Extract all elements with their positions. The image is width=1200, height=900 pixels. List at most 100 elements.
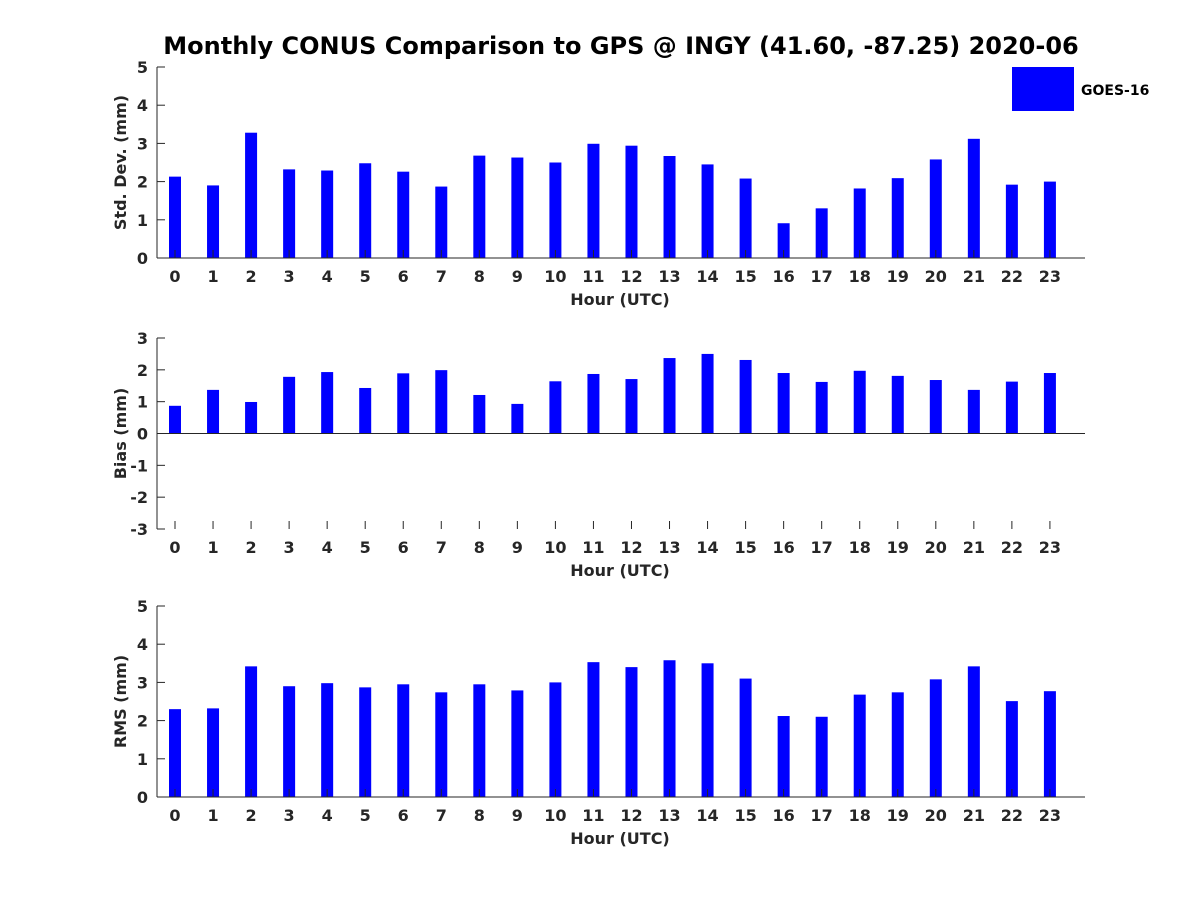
bar-hour-4 <box>321 170 334 258</box>
bar-hour-7 <box>435 370 448 434</box>
bar-hour-20 <box>929 159 942 258</box>
x-tick-label: 4 <box>322 806 333 825</box>
x-tick-label: 9 <box>512 806 523 825</box>
x-tick-label: 21 <box>963 538 985 557</box>
y-tick-label: 0 <box>137 249 148 268</box>
x-tick-label: 22 <box>1001 538 1023 557</box>
x-tick-label: 20 <box>925 806 947 825</box>
x-tick-label: 11 <box>582 267 604 286</box>
x-tick-label: 2 <box>246 806 257 825</box>
x-tick-label: 17 <box>811 267 833 286</box>
bar-hour-17 <box>815 208 828 258</box>
x-tick-label: 8 <box>474 267 485 286</box>
bar-hour-23 <box>1043 691 1056 797</box>
x-tick-label: 20 <box>925 267 947 286</box>
x-tick-label: 19 <box>887 267 909 286</box>
x-tick-label: 2 <box>246 267 257 286</box>
x-tick-label: 8 <box>474 806 485 825</box>
bar-hour-2 <box>245 132 258 258</box>
legend-label: GOES-16 <box>1081 83 1149 99</box>
bar-hour-8 <box>473 394 486 434</box>
bar-hour-15 <box>739 359 752 434</box>
bar-hour-15 <box>739 678 752 797</box>
chart-title: Monthly CONUS Comparison to GPS @ INGY (… <box>163 32 1078 60</box>
bar-hour-17 <box>815 716 828 797</box>
x-tick-label: 12 <box>620 267 642 286</box>
y-tick-label: 3 <box>137 673 148 692</box>
bar-hour-19 <box>891 375 904 434</box>
x-tick-label: 0 <box>169 806 180 825</box>
x-tick-label: 1 <box>207 538 218 557</box>
y-tick-label: 5 <box>137 58 148 77</box>
bar-hour-10 <box>549 682 562 797</box>
y-tick-label: 1 <box>137 750 148 769</box>
x-tick-label: 17 <box>811 806 833 825</box>
y-tick-label: 4 <box>137 96 148 115</box>
bar-hour-3 <box>283 686 296 797</box>
bar-hour-11 <box>587 143 600 258</box>
x-tick-label: 6 <box>398 538 409 557</box>
x-tick-label: 15 <box>734 267 756 286</box>
x-tick-label: 16 <box>773 267 795 286</box>
bar-hour-21 <box>967 138 980 258</box>
bar-hour-3 <box>283 169 296 258</box>
y-tick-label: 1 <box>137 211 148 230</box>
x-tick-label: 22 <box>1001 806 1023 825</box>
bar-hour-22 <box>1005 184 1018 258</box>
x-tick-label: 18 <box>849 267 871 286</box>
bar-hour-0 <box>169 709 181 797</box>
x-tick-label: 7 <box>436 806 447 825</box>
y-axis-title: RMS (mm) <box>111 655 130 748</box>
x-tick-label: 9 <box>512 538 523 557</box>
legend: GOES-16 <box>1012 67 1149 111</box>
bar-hour-1 <box>207 389 220 434</box>
bar-hour-15 <box>739 178 752 258</box>
x-tick-label: 15 <box>734 806 756 825</box>
bar-hour-1 <box>207 185 220 258</box>
bar-hour-5 <box>359 163 372 258</box>
bar-hour-20 <box>929 380 942 434</box>
bar-hour-0 <box>169 405 181 434</box>
bar-hour-9 <box>511 403 524 434</box>
x-tick-label: 14 <box>696 538 718 557</box>
x-tick-label: 5 <box>360 267 371 286</box>
x-axis-title: Hour (UTC) <box>570 290 670 309</box>
x-tick-label: 21 <box>963 806 985 825</box>
bar-hour-2 <box>245 401 258 434</box>
bar-hour-20 <box>929 679 942 797</box>
bar-hour-12 <box>625 379 638 434</box>
bar-hour-9 <box>511 690 524 797</box>
bar-hour-8 <box>473 684 486 797</box>
bar-hour-10 <box>549 381 562 434</box>
x-tick-label: 22 <box>1001 267 1023 286</box>
y-tick-label: 0 <box>137 425 148 444</box>
x-tick-label: 15 <box>734 538 756 557</box>
x-tick-label: 1 <box>207 267 218 286</box>
x-tick-label: 7 <box>436 538 447 557</box>
bar-hour-21 <box>967 666 980 797</box>
y-tick-label: 4 <box>137 635 148 654</box>
bar-hour-4 <box>321 683 334 797</box>
x-tick-label: 6 <box>398 806 409 825</box>
x-tick-label: 18 <box>849 538 871 557</box>
x-tick-label: 10 <box>544 806 566 825</box>
bar-hour-5 <box>359 687 372 797</box>
x-tick-label: 18 <box>849 806 871 825</box>
x-tick-label: 11 <box>582 538 604 557</box>
x-tick-label: 10 <box>544 267 566 286</box>
x-tick-label: 12 <box>620 806 642 825</box>
bar-hour-13 <box>663 358 676 434</box>
y-tick-label: 3 <box>137 329 148 348</box>
x-tick-label: 23 <box>1039 538 1061 557</box>
x-tick-label: 20 <box>925 538 947 557</box>
bar-hour-2 <box>245 666 258 797</box>
bar-hour-14 <box>701 353 714 434</box>
bar-hour-22 <box>1005 701 1018 797</box>
bar-hour-19 <box>891 178 904 258</box>
bar-hour-18 <box>853 188 866 258</box>
x-tick-label: 2 <box>246 538 257 557</box>
x-tick-label: 4 <box>322 538 333 557</box>
